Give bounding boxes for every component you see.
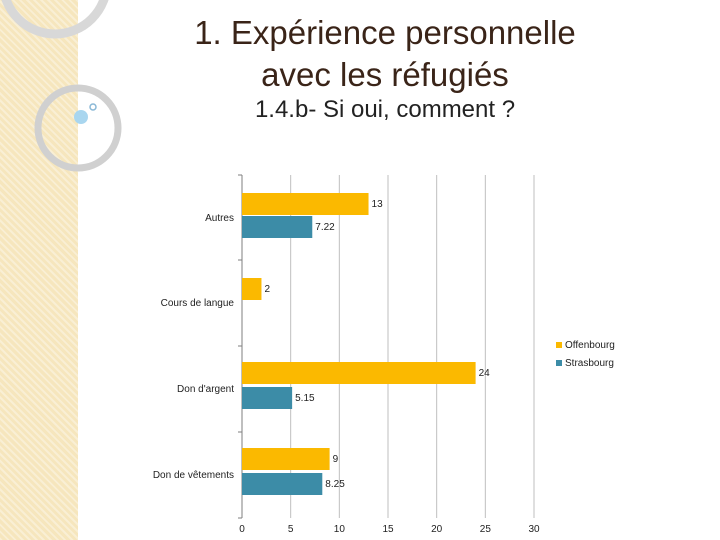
legend-label-strasbourg: Strasbourg (565, 357, 614, 369)
category-label: Don de vêtements (153, 470, 234, 481)
bar-strasbourg (242, 473, 323, 495)
x-tick-label: 5 (288, 524, 294, 535)
bar-offenbourg (242, 448, 330, 470)
x-tick-label: 15 (382, 524, 394, 535)
bar-offenbourg (242, 193, 369, 215)
legend-swatch-offenbourg (556, 342, 562, 348)
x-tick-label: 25 (480, 524, 492, 535)
decorative-dot-large (74, 110, 88, 124)
value-label-strasbourg: 8.25 (325, 479, 345, 490)
value-label-strasbourg: 5.15 (295, 393, 315, 404)
bar-offenbourg (242, 362, 476, 384)
legend-label-offenbourg: Offenbourg (565, 339, 615, 351)
bar-offenbourg (242, 278, 262, 300)
x-tick-label: 30 (528, 524, 540, 535)
bar-strasbourg (242, 387, 293, 409)
category-label: Autres (205, 213, 234, 224)
decorative-rings (1, 0, 122, 172)
legend-item-offenbourg: Offenbourg (556, 336, 615, 354)
chart-legend: Offenbourg Strasbourg (556, 336, 615, 372)
value-label-offenbourg: 2 (264, 284, 270, 295)
decorative-ring-middle (34, 84, 122, 172)
slide-title-line-1: 1. Expérience personnelle (194, 14, 576, 51)
legend-item-strasbourg: Strasbourg (556, 354, 615, 372)
value-label-offenbourg: 9 (333, 454, 339, 465)
slide-title-line-2: avec les réfugiés (261, 56, 509, 93)
value-label-offenbourg: 24 (479, 368, 491, 379)
x-tick-label: 10 (334, 524, 346, 535)
value-label-offenbourg: 13 (372, 199, 384, 210)
x-tick-label: 20 (431, 524, 443, 535)
slide-title: 1. Expérience personnelle avec les réfug… (100, 12, 670, 96)
decorative-dot-small (89, 103, 97, 111)
legend-swatch-strasbourg (556, 360, 562, 366)
x-tick-label: 0 (239, 524, 245, 535)
slide-subtitle: 1.4.b- Si oui, comment ? (254, 96, 516, 123)
bar-strasbourg (242, 216, 313, 238)
value-label-strasbourg: 7.22 (315, 222, 335, 233)
category-label: Don d'argent (177, 384, 234, 395)
category-label: Cours de langue (161, 298, 235, 309)
decorative-ring-top (1, 0, 109, 39)
